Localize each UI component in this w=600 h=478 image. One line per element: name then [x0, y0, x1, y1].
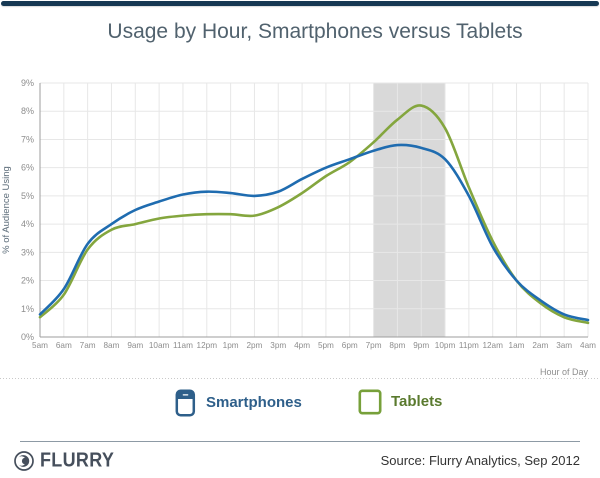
svg-text:1am: 1am [509, 341, 525, 350]
svg-text:10am: 10am [149, 341, 170, 350]
svg-text:3pm: 3pm [270, 341, 286, 350]
svg-text:3am: 3am [556, 341, 572, 350]
svg-text:7%: 7% [21, 134, 34, 144]
svg-text:11am: 11am [173, 341, 193, 350]
svg-text:4am: 4am [580, 341, 596, 350]
svg-text:Hour of Day: Hour of Day [540, 367, 589, 377]
svg-text:8pm: 8pm [389, 341, 405, 350]
svg-text:4%: 4% [21, 219, 34, 229]
svg-text:8am: 8am [104, 341, 120, 350]
svg-text:6am: 6am [56, 341, 72, 350]
svg-text:12pm: 12pm [197, 341, 218, 350]
svg-text:7pm: 7pm [366, 341, 382, 350]
svg-text:10pm: 10pm [435, 341, 456, 350]
svg-text:7am: 7am [80, 341, 96, 350]
svg-text:1pm: 1pm [223, 341, 239, 350]
svg-text:12am: 12am [482, 341, 503, 350]
svg-text:5am: 5am [32, 341, 48, 350]
svg-text:6%: 6% [21, 163, 34, 173]
svg-text:3%: 3% [21, 247, 34, 257]
svg-text:5pm: 5pm [318, 341, 334, 350]
svg-text:5%: 5% [21, 191, 34, 201]
svg-text:2%: 2% [21, 276, 34, 286]
svg-text:% of Audience Using: % of Audience Using [1, 166, 12, 254]
svg-text:8%: 8% [21, 106, 34, 116]
svg-text:9%: 9% [21, 78, 34, 88]
svg-text:11pm: 11pm [459, 341, 479, 350]
svg-text:9pm: 9pm [413, 341, 429, 350]
svg-text:9am: 9am [127, 341, 143, 350]
svg-text:2pm: 2pm [246, 341, 262, 350]
svg-text:6pm: 6pm [342, 341, 358, 350]
svg-text:2am: 2am [532, 341, 548, 350]
svg-text:1%: 1% [21, 304, 34, 314]
svg-text:4pm: 4pm [294, 341, 310, 350]
